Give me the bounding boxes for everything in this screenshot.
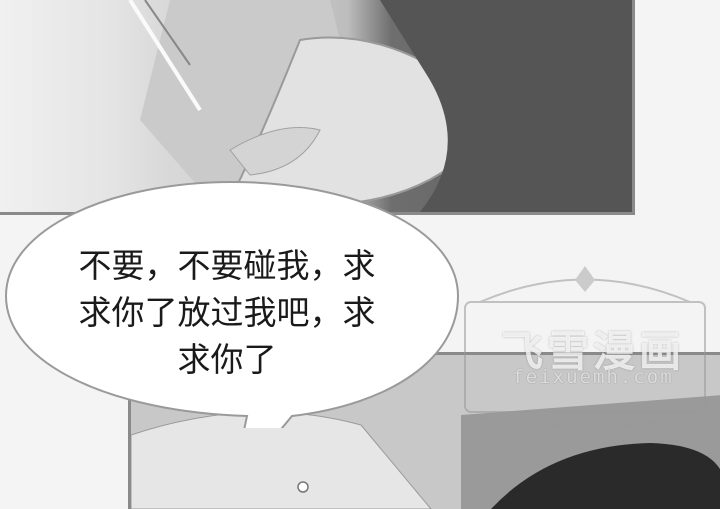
- watermark-ornament: [479, 416, 691, 428]
- watermark-border: [464, 301, 706, 413]
- hair-shape: [491, 443, 720, 509]
- watermark-title: 飞雪漫画: [500, 327, 685, 376]
- stick-line: [144, 0, 191, 66]
- speech-line: 求你了: [177, 340, 277, 379]
- speech-line: 求你了放过我吧，求: [78, 293, 376, 332]
- sweater-shape: [380, 0, 632, 212]
- top-panel-image: [0, 0, 635, 215]
- thought-dot: [297, 481, 309, 493]
- watermark-url: feixuemh.com: [512, 366, 674, 388]
- fabric-fold: [229, 127, 321, 176]
- watermark-ornament: [575, 266, 595, 292]
- speech-bubble-text: 不要，不要碰我，求 求你了放过我吧，求 求你了: [30, 242, 424, 383]
- speech-bubble: [4, 180, 460, 428]
- speech-bubble-shape: [4, 180, 460, 428]
- speech-line: 不要，不要碰我，求: [78, 246, 376, 285]
- stick-line: [128, 0, 202, 112]
- top-panel-art: [128, 0, 632, 212]
- watermark-frame: [464, 266, 706, 428]
